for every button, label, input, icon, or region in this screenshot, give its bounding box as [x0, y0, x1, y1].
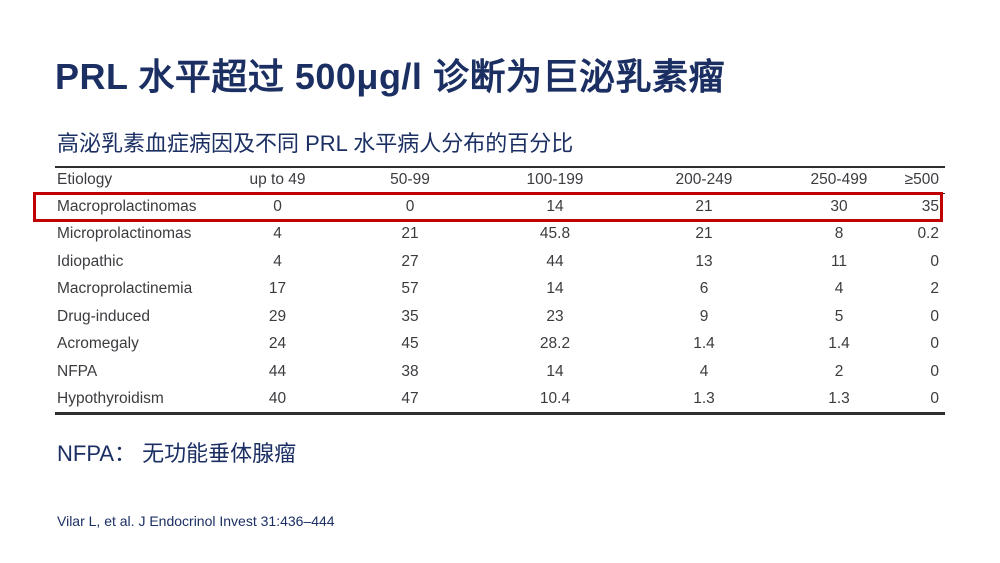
column-header: 250-499 [778, 167, 900, 194]
value-cell: 45.8 [539, 225, 571, 243]
value-cell: 1.3 [693, 389, 715, 407]
etiology-cell: Hypothyroidism [57, 389, 164, 407]
nfpa-note: NFPA： 无功能垂体腺瘤 [57, 441, 297, 466]
value-cell: 0 [930, 335, 939, 353]
value-cell: 23 [546, 307, 564, 325]
etiology-cell: Idiopathic [57, 252, 124, 270]
value-cell: 40 [268, 389, 287, 407]
value-cell: 17 [268, 280, 287, 298]
value-cell: 0 [930, 362, 939, 380]
value-cell: 9 [699, 307, 709, 325]
value-cell: 0 [930, 252, 939, 270]
table-row: Drug-induced 29 35 23 9 5 0 [55, 303, 945, 331]
value-cell: 4 [699, 362, 709, 380]
table-row: Hypothyroidism 40 47 10.4 1.3 1.3 0 [55, 386, 945, 414]
etiology-cell: Macroprolactinemia [57, 280, 193, 298]
value-cell: 5 [834, 307, 844, 325]
value-cell: 27 [401, 252, 419, 270]
value-cell: 24 [268, 335, 287, 353]
value-cell: 0 [930, 307, 939, 325]
value-cell: 0 [273, 198, 282, 215]
table-row: Macroprolactinemia 17 57 14 6 4 2 [55, 276, 945, 304]
table-row: NFPA 44 38 14 4 2 0 [55, 358, 945, 386]
value-cell: 1.3 [828, 389, 850, 407]
table-row: Microprolactinomas 4 21 45.8 21 8 0.2 [55, 221, 945, 249]
value-cell: 2 [834, 362, 844, 380]
table-row: Idiopathic 4 27 44 13 11 0 [55, 248, 945, 276]
table-row-highlighted: Macroprolactinomas 0 0 14 21 30 35 [55, 193, 945, 221]
table-caption: 高泌乳素血症病因及不同 PRL 水平病人分布的百分比 [57, 131, 574, 156]
column-header-etiology: Etiology [55, 167, 215, 194]
value-cell: 10.4 [539, 389, 571, 407]
value-cell: 44 [268, 362, 287, 380]
value-cell: 21 [401, 225, 419, 243]
value-cell: 38 [401, 362, 419, 380]
value-cell: 35 [921, 198, 939, 215]
table-header-row: Etiology up to 49 50-99 100-199 200-249 250-4… [55, 167, 945, 194]
etiology-cell: Drug-induced [57, 307, 151, 325]
etiology-table: Etiology up to 49 50-99 100-199 200-249 250-4… [55, 166, 945, 415]
value-cell: 4 [273, 225, 282, 243]
column-header: up to 49 [215, 167, 340, 194]
value-cell: 30 [830, 198, 848, 215]
value-cell: 14 [546, 198, 564, 215]
value-cell: 14 [546, 362, 564, 380]
value-cell: 35 [401, 307, 419, 325]
value-cell: 0 [405, 198, 415, 215]
etiology-cell: Acromegaly [57, 335, 139, 353]
value-cell: 2 [930, 280, 939, 298]
value-cell: 57 [401, 280, 419, 298]
column-header: 100-199 [480, 167, 630, 194]
value-cell: 14 [546, 280, 564, 298]
value-cell: 21 [695, 225, 713, 243]
value-cell: 29 [268, 307, 287, 325]
value-cell: 11 [830, 252, 848, 270]
column-header: 200-249 [630, 167, 778, 194]
value-cell: 21 [695, 198, 713, 215]
value-cell: 28.2 [539, 335, 571, 353]
column-header: 50-99 [340, 167, 480, 194]
value-cell: 4 [273, 252, 282, 270]
value-cell: 4 [834, 280, 844, 298]
value-cell: 45 [401, 335, 419, 353]
etiology-cell: Macroprolactinomas [57, 198, 197, 215]
citation: Vilar L, et al. J Endocrinol Invest 31:4… [57, 513, 335, 529]
table-body: Macroprolactinomas 0 0 14 21 30 35 Microprolact… [55, 193, 945, 413]
value-cell: 0 [930, 389, 939, 407]
value-cell: 0.2 [917, 225, 939, 243]
value-cell: 13 [695, 252, 713, 270]
etiology-cell: Microprolactinomas [57, 225, 192, 243]
column-header: ≥500 [900, 167, 945, 194]
table-row: Acromegaly 24 45 28.2 1.4 1.4 0 [55, 331, 945, 359]
value-cell: 8 [834, 225, 844, 243]
value-cell: 1.4 [828, 335, 850, 353]
value-cell: 44 [546, 252, 564, 270]
etiology-cell: NFPA [57, 362, 98, 380]
value-cell: 6 [699, 280, 709, 298]
value-cell: 47 [401, 389, 419, 407]
value-cell: 1.4 [693, 335, 715, 353]
slide-title: PRL 水平超过 500μg/l 诊断为巨泌乳素瘤 [55, 56, 725, 97]
